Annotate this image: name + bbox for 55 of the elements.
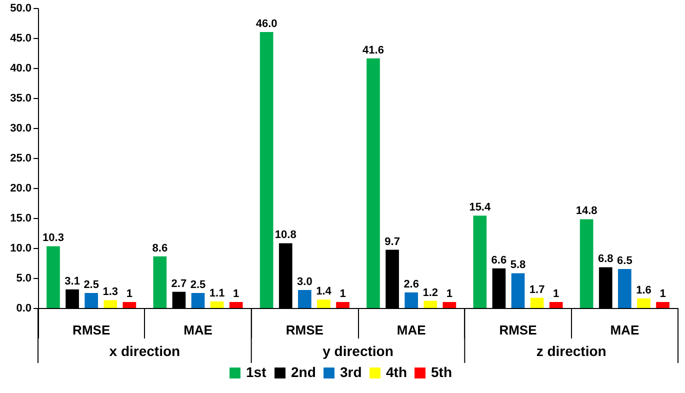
y-tick-label: 0.0 xyxy=(16,302,32,314)
y-tick-label: 10.0 xyxy=(10,242,32,254)
data-label: 2.5 xyxy=(190,279,206,291)
data-label: 1 xyxy=(126,288,132,300)
x-tick-label: RMSE xyxy=(72,322,110,338)
data-label: 1.6 xyxy=(636,284,652,296)
data-label: 46.0 xyxy=(256,18,278,30)
data-label: 2.7 xyxy=(171,278,187,290)
data-label: 2.5 xyxy=(84,279,99,291)
y-tick-label: 35.0 xyxy=(10,92,32,104)
data-label: 1.2 xyxy=(422,286,438,299)
data-label: 15.4 xyxy=(469,202,492,214)
data-label: 6.8 xyxy=(598,253,614,266)
y-tick-label: 50.0 xyxy=(10,2,32,14)
x-tick-label: MAE xyxy=(396,322,426,338)
data-label: 1.7 xyxy=(529,284,545,296)
data-label: 1 xyxy=(553,288,560,300)
data-label: 1 xyxy=(446,288,452,300)
data-label: 3.1 xyxy=(64,275,80,288)
y-tick-label: 25.0 xyxy=(10,152,32,164)
x-tick-label: RMSE xyxy=(286,322,324,338)
data-label: 10.3 xyxy=(42,232,64,244)
data-label: 14.8 xyxy=(576,205,598,218)
legend-label: 3rd xyxy=(340,364,362,380)
data-label: 1.3 xyxy=(102,286,118,298)
y-tick-label: 20.0 xyxy=(10,182,32,194)
data-label: 9.7 xyxy=(384,236,400,248)
text: x direction xyxy=(109,343,180,359)
legend-label: 5th xyxy=(431,364,452,380)
x-tick-label: RMSE xyxy=(499,322,538,338)
text: z direction xyxy=(536,343,606,359)
legend-label: 4th xyxy=(386,364,407,380)
data-label: 1.4 xyxy=(316,286,332,298)
legend-label: 2nd xyxy=(291,364,316,380)
data-label: 10.8 xyxy=(274,229,296,242)
x-tick-label: MAE xyxy=(610,322,640,338)
y-tick-label: 45.0 xyxy=(10,32,32,44)
data-label: 1 xyxy=(233,288,240,300)
data-label: 1 xyxy=(340,288,346,300)
text: y direction xyxy=(322,343,394,359)
data-label: 3.0 xyxy=(297,276,312,288)
data-label: 1 xyxy=(660,288,666,300)
data-label: 5.8 xyxy=(510,259,526,272)
y-tick-label: 40.0 xyxy=(10,62,32,74)
data-label: 8.6 xyxy=(152,242,168,254)
data-label: 2.6 xyxy=(404,278,419,290)
y-tick-label: 5.0 xyxy=(16,272,32,284)
data-label: 6.5 xyxy=(617,255,632,267)
legend-label: 1st xyxy=(246,364,267,380)
y-tick-label: 30.0 xyxy=(10,122,32,134)
x-tick-label: MAE xyxy=(184,322,213,338)
data-label: 6.6 xyxy=(491,254,507,266)
data-label: 1.1 xyxy=(209,287,225,300)
data-label: 41.6 xyxy=(362,44,384,56)
y-tick-label: 15.0 xyxy=(10,212,32,224)
